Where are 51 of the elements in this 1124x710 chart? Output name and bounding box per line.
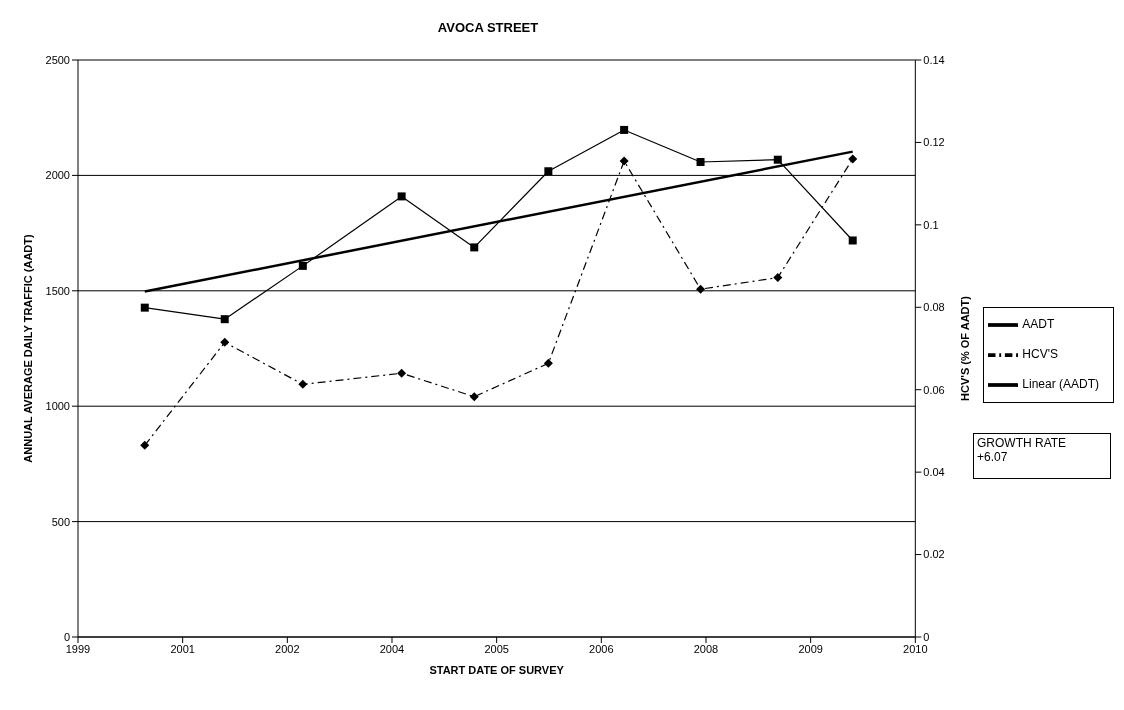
- point: [220, 337, 230, 347]
- point: [298, 261, 307, 270]
- point: [220, 315, 229, 324]
- point: [469, 392, 479, 402]
- y2-tick-label: 0.14: [923, 53, 945, 66]
- y-tick-label: 1000: [45, 400, 70, 413]
- chart-title: AVOCA STREET: [436, 20, 540, 35]
- legend-label: Linear (AADT): [1022, 377, 1099, 392]
- point: [848, 236, 857, 245]
- x-axis-title: START DATE OF SURVEY: [429, 664, 565, 676]
- y-tick-label: 2000: [45, 169, 70, 182]
- y2-tick-label: 0.04: [923, 466, 945, 479]
- point: [397, 368, 407, 378]
- y-tick-label: 2500: [45, 53, 70, 66]
- x-tick-label: 2001: [170, 642, 195, 655]
- y-axis-title: ANNUAL AVERAGE DAILY TRAFFIC (AADT): [21, 233, 34, 463]
- point: [544, 167, 553, 176]
- point: [543, 358, 553, 368]
- point: [470, 243, 479, 252]
- x-tick-label: 2008: [693, 642, 719, 655]
- point: [773, 273, 783, 283]
- legend-label: HCV'S: [1022, 347, 1058, 362]
- point: [848, 154, 858, 164]
- x-tick-label: 2006: [589, 642, 614, 655]
- x-tick-label: 2002: [275, 642, 300, 655]
- text: GROWTH RATE +6.07: [973, 433, 1111, 479]
- point: [696, 284, 706, 294]
- y2-tick-label: 0.06: [923, 383, 945, 396]
- point: [696, 158, 705, 167]
- point: [619, 156, 629, 166]
- y-tick-label: 0: [63, 630, 70, 643]
- point: [140, 440, 150, 450]
- y-tick-label: 1500: [45, 284, 70, 297]
- point: [298, 379, 308, 389]
- y2-tick-label: 0.1: [923, 218, 939, 231]
- x-tick-label: 2009: [798, 642, 823, 655]
- y2-tick-label: 0.02: [923, 548, 945, 561]
- y-tick-label: 500: [51, 515, 70, 528]
- y2-tick-label: 0: [923, 630, 930, 643]
- point: [397, 192, 406, 201]
- y2-tick-label: 0.12: [923, 136, 945, 149]
- point: [140, 303, 149, 312]
- point: [773, 155, 782, 164]
- x-tick-label: 2004: [379, 642, 405, 655]
- legend-label: AADT: [1022, 317, 1055, 332]
- x-tick-label: 2005: [484, 642, 509, 655]
- point: [620, 125, 629, 134]
- y2-axis-title: HCV'S (% OF AADT): [959, 295, 972, 401]
- x-tick-label: 1999: [65, 642, 91, 655]
- y2-tick-label: 0.08: [923, 301, 945, 314]
- x-tick-label: 2010: [903, 642, 928, 655]
